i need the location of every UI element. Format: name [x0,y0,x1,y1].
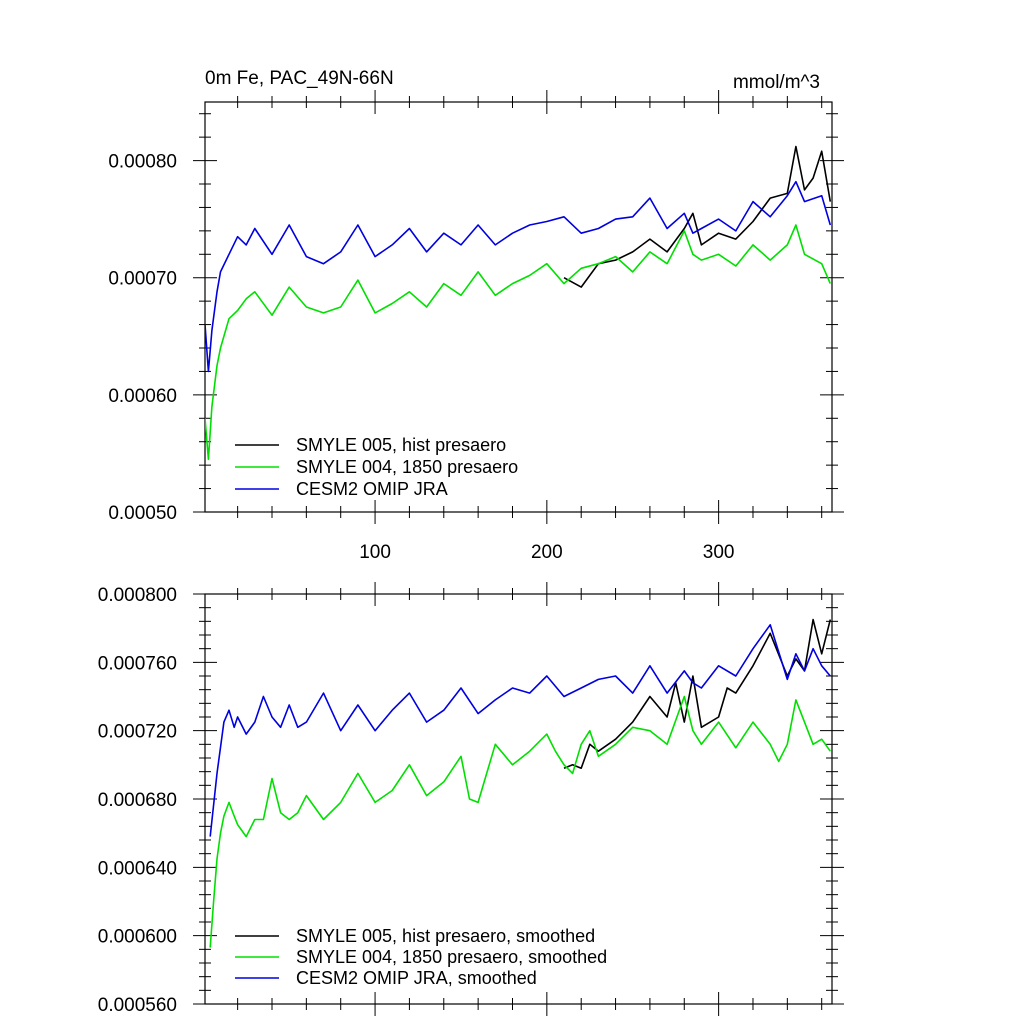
bottom-panel: 0.000560 0.000600 0.000640 0.000680 0.000720… [98,582,844,1016]
top-panel-title: 0m Fe, PAC_49N-66N [205,68,394,89]
x-tick-label: 100 [359,542,391,563]
legend-label: SMYLE 004, 1850 presaero, smoothed [296,947,607,967]
series-line-2 [209,623,831,837]
y-tick-label: 0.00050 [108,503,177,524]
y-tick-label: 0.000600 [98,927,177,948]
top-panel-units: mmol/m^3 [733,72,820,93]
y-tick-label: 0.000720 [98,722,177,743]
legend-label: CESM2 OMIP JRA [296,479,448,499]
series-line-0 [563,145,832,288]
y-tick-label: 0.00060 [108,386,177,407]
series-line-1 [209,695,831,948]
series-line-1 [205,224,832,461]
y-tick-label: 0.000680 [98,790,177,811]
y-tick-label: 0.000760 [98,653,177,674]
legend-label: SMYLE 004, 1850 presaero [296,457,518,477]
series-line-2 [205,180,832,373]
legend-label: SMYLE 005, hist presaero [296,435,506,455]
legend-label: SMYLE 005, hist presaero, smoothed [296,926,595,946]
x-tick-label: 200 [531,542,563,563]
legend-label: CESM2 OMIP JRA, smoothed [296,968,537,988]
top-panel: 100 200 300 0.00050 0.00060 0.00070 0.00080 SMY… [108,90,844,563]
plot-frame [204,101,833,513]
y-tick-label: 0.000640 [98,858,177,879]
x-tick-label: 300 [703,542,735,563]
series-line-0 [563,618,832,770]
y-tick-label: 0.000800 [98,585,177,606]
y-tick-label: 0.00070 [108,269,177,290]
y-tick-label: 0.000560 [98,995,177,1016]
y-tick-label: 0.00080 [108,152,177,173]
